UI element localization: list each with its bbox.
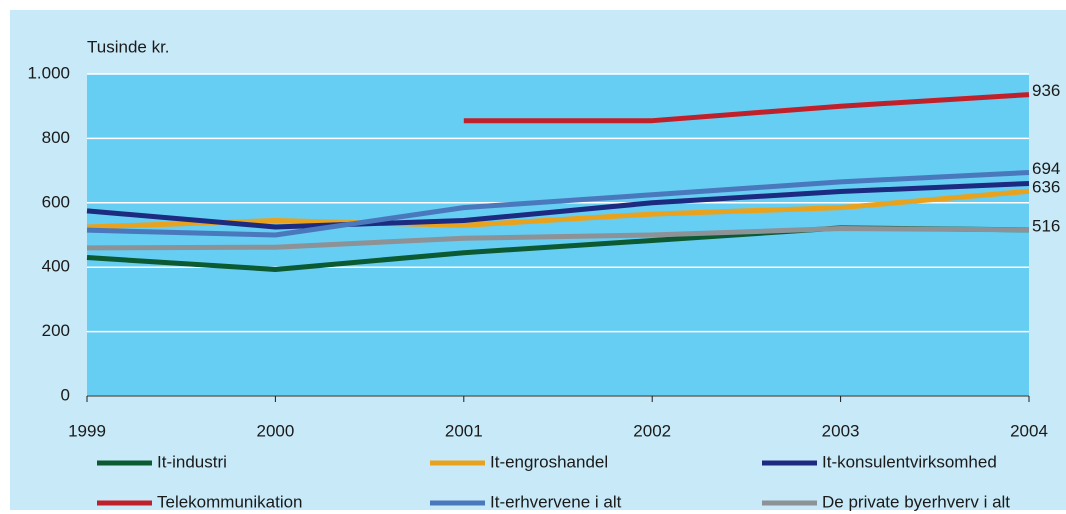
x-tick-label: 2001 [445, 421, 483, 440]
series-line [86, 180, 1030, 230]
legend-label: De private byerhverv i alt [822, 492, 1010, 511]
legend-label: It-engroshandel [490, 452, 608, 471]
end-label: 636 [1032, 178, 1060, 197]
y-tick-label: 800 [42, 128, 70, 147]
legend-label: It-erhvervene i alt [490, 492, 622, 511]
x-tick-label: 2000 [256, 421, 294, 440]
end-label: 936 [1032, 81, 1060, 100]
y-tick-label: 600 [42, 192, 70, 211]
series-line [463, 92, 1030, 124]
series-line [86, 226, 1030, 251]
y-tick-label: 400 [42, 257, 70, 276]
y-tick-label: 200 [42, 321, 70, 340]
series-line [86, 188, 1030, 230]
end-label: 694 [1032, 159, 1060, 178]
end-label: 516 [1032, 216, 1060, 235]
y-axis-label: Tusinde kr. [87, 37, 170, 56]
x-tick-label: 1999 [68, 421, 106, 440]
series-line [86, 170, 1030, 238]
x-tick-label: 2002 [633, 421, 671, 440]
legend-label: Telekommunikation [157, 492, 303, 511]
legend-label: It-konsulentvirksomhed [822, 452, 997, 471]
y-tick-label: 0 [61, 385, 70, 404]
x-tick-label: 2004 [1010, 421, 1048, 440]
x-tick-label: 2003 [822, 421, 860, 440]
y-tick-label: 1.000 [27, 63, 70, 82]
legend-label: It-industri [157, 452, 227, 471]
